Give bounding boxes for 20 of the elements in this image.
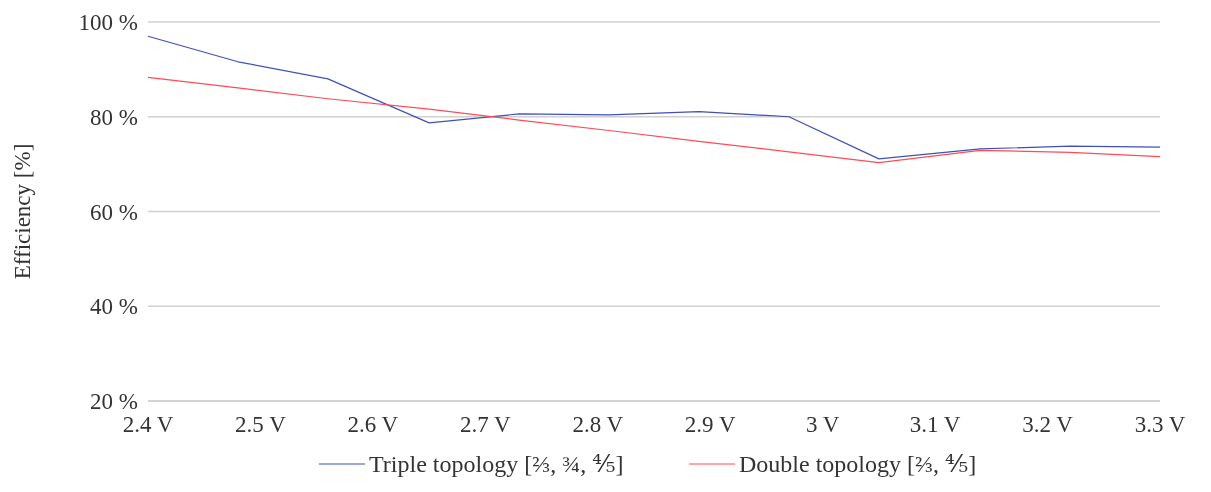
x-tick-label: 3.1 V bbox=[909, 412, 961, 437]
x-tick-label: 2.8 V bbox=[572, 412, 624, 437]
y-tick-label: 20 % bbox=[90, 389, 138, 415]
legend-label: Triple topology [⅔, ¾, ⅘] bbox=[369, 451, 624, 477]
y-axis-title: Efficiency [%] bbox=[10, 143, 35, 280]
y-tick-label: 80 % bbox=[90, 104, 138, 130]
x-tick-label: 3.2 V bbox=[1022, 412, 1074, 437]
y-tick-label: 60 % bbox=[90, 199, 138, 225]
y-tick-label: 100 % bbox=[78, 10, 138, 36]
x-tick-label: 2.5 V bbox=[235, 412, 287, 437]
legend-label: Double topology [⅔, ⅘] bbox=[739, 451, 977, 477]
line-series bbox=[147, 35, 1161, 160]
x-tick-label: 2.6 V bbox=[347, 412, 399, 437]
x-tick-label: 2.4 V bbox=[122, 412, 174, 437]
x-tick-label: 3 V bbox=[805, 412, 840, 437]
x-tick-label: 3.3 V bbox=[1134, 412, 1186, 437]
x-tick-label: 2.9 V bbox=[684, 412, 736, 437]
line-series bbox=[147, 76, 1161, 164]
y-tick-label: 40 % bbox=[90, 294, 138, 320]
x-tick-label: 2.7 V bbox=[459, 412, 512, 437]
